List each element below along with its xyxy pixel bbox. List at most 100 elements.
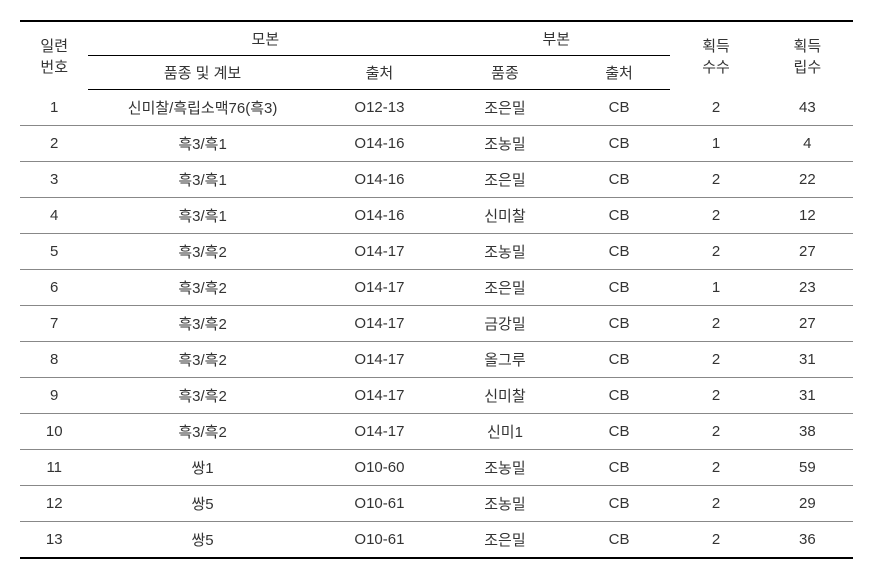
cell-seq: 9 (20, 378, 88, 414)
cell-cnt1: 2 (670, 198, 761, 234)
header-cnt2: 획득 립수 (762, 21, 853, 90)
cell-fsource: CB (568, 342, 671, 378)
cell-cnt2: 36 (762, 522, 853, 559)
cell-fvariety: 조은밀 (442, 90, 568, 126)
cell-seq: 1 (20, 90, 88, 126)
cell-seq: 7 (20, 306, 88, 342)
cell-cnt2: 4 (762, 126, 853, 162)
cell-msource: O14-17 (317, 234, 443, 270)
table-row: 3흑3/흑1O14-16조은밀CB222 (20, 162, 853, 198)
cell-fvariety: 올그루 (442, 342, 568, 378)
cell-cnt2: 31 (762, 378, 853, 414)
cell-mvariety: 흑3/흑2 (88, 414, 316, 450)
cell-mvariety: 흑3/흑2 (88, 378, 316, 414)
cell-fsource: CB (568, 90, 671, 126)
cell-seq: 11 (20, 450, 88, 486)
cell-cnt1: 2 (670, 306, 761, 342)
cell-mvariety: 쌍5 (88, 522, 316, 559)
cell-msource: O14-17 (317, 378, 443, 414)
table-row: 5흑3/흑2O14-17조농밀CB227 (20, 234, 853, 270)
table-row: 13쌍5O10-61조은밀CB236 (20, 522, 853, 559)
header-mother-source: 출처 (317, 56, 443, 90)
cell-seq: 10 (20, 414, 88, 450)
header-cnt2-l1: 획득 (766, 35, 849, 56)
cell-cnt2: 59 (762, 450, 853, 486)
cell-mvariety: 쌍1 (88, 450, 316, 486)
cell-fvariety: 금강밀 (442, 306, 568, 342)
cell-msource: O10-61 (317, 486, 443, 522)
cell-fvariety: 조농밀 (442, 234, 568, 270)
cell-msource: O14-16 (317, 198, 443, 234)
table-row: 4흑3/흑1O14-16신미찰CB212 (20, 198, 853, 234)
cell-fsource: CB (568, 198, 671, 234)
table-row: 12쌍5O10-61조농밀CB229 (20, 486, 853, 522)
cell-cnt2: 27 (762, 234, 853, 270)
cell-cnt2: 29 (762, 486, 853, 522)
table-row: 10흑3/흑2O14-17신미1CB238 (20, 414, 853, 450)
table-row: 8흑3/흑2O14-17올그루CB231 (20, 342, 853, 378)
cell-cnt1: 1 (670, 270, 761, 306)
cell-fvariety: 조농밀 (442, 126, 568, 162)
cell-fsource: CB (568, 450, 671, 486)
cell-fsource: CB (568, 486, 671, 522)
cell-fvariety: 조은밀 (442, 522, 568, 559)
cell-msource: O14-16 (317, 162, 443, 198)
header-cnt2-l2: 립수 (766, 56, 849, 77)
cell-fsource: CB (568, 378, 671, 414)
cell-cnt1: 2 (670, 522, 761, 559)
cell-mvariety: 흑3/흑1 (88, 126, 316, 162)
header-father-source: 출처 (568, 56, 671, 90)
cell-msource: O12-13 (317, 90, 443, 126)
cell-seq: 13 (20, 522, 88, 559)
header-mother-variety: 품종 및 계보 (88, 56, 316, 90)
cell-seq: 6 (20, 270, 88, 306)
cell-cnt1: 2 (670, 450, 761, 486)
table-row: 11쌍1O10-60조농밀CB259 (20, 450, 853, 486)
cell-fvariety: 신미찰 (442, 198, 568, 234)
cell-mvariety: 쌍5 (88, 486, 316, 522)
cell-cnt1: 1 (670, 126, 761, 162)
cell-fsource: CB (568, 270, 671, 306)
cell-cnt1: 2 (670, 234, 761, 270)
cell-mvariety: 흑3/흑2 (88, 234, 316, 270)
cell-fsource: CB (568, 522, 671, 559)
cell-fsource: CB (568, 126, 671, 162)
cell-fvariety: 조농밀 (442, 450, 568, 486)
cell-msource: O14-17 (317, 414, 443, 450)
cell-fvariety: 조은밀 (442, 270, 568, 306)
cell-cnt2: 43 (762, 90, 853, 126)
cell-cnt2: 31 (762, 342, 853, 378)
cell-mvariety: 신미찰/흑립소맥76(흑3) (88, 90, 316, 126)
cell-mvariety: 흑3/흑2 (88, 306, 316, 342)
cell-mvariety: 흑3/흑1 (88, 162, 316, 198)
cell-fsource: CB (568, 234, 671, 270)
cell-seq: 2 (20, 126, 88, 162)
table-row: 1신미찰/흑립소맥76(흑3)O12-13조은밀CB243 (20, 90, 853, 126)
header-father-variety: 품종 (442, 56, 568, 90)
header-seq: 일련 번호 (20, 21, 88, 90)
cell-cnt1: 2 (670, 378, 761, 414)
header-cnt1-l2: 수수 (674, 56, 757, 77)
table-row: 9흑3/흑2O14-17신미찰CB231 (20, 378, 853, 414)
cell-seq: 3 (20, 162, 88, 198)
cell-msource: O14-17 (317, 270, 443, 306)
cell-seq: 12 (20, 486, 88, 522)
header-seq-l1: 일련 (24, 35, 84, 56)
cell-seq: 5 (20, 234, 88, 270)
cell-cnt1: 2 (670, 414, 761, 450)
cell-fvariety: 조농밀 (442, 486, 568, 522)
header-cnt1-l1: 획득 (674, 35, 757, 56)
cell-cnt1: 2 (670, 90, 761, 126)
cell-msource: O14-16 (317, 126, 443, 162)
cell-cnt2: 27 (762, 306, 853, 342)
table-body: 1신미찰/흑립소맥76(흑3)O12-13조은밀CB2432흑3/흑1O14-1… (20, 90, 853, 559)
cell-cnt1: 2 (670, 162, 761, 198)
cell-cnt2: 38 (762, 414, 853, 450)
cell-cnt2: 22 (762, 162, 853, 198)
cell-fvariety: 신미찰 (442, 378, 568, 414)
cell-msource: O14-17 (317, 342, 443, 378)
header-cnt1: 획득 수수 (670, 21, 761, 90)
cell-mvariety: 흑3/흑2 (88, 270, 316, 306)
cell-fsource: CB (568, 162, 671, 198)
header-father: 부본 (442, 21, 670, 56)
